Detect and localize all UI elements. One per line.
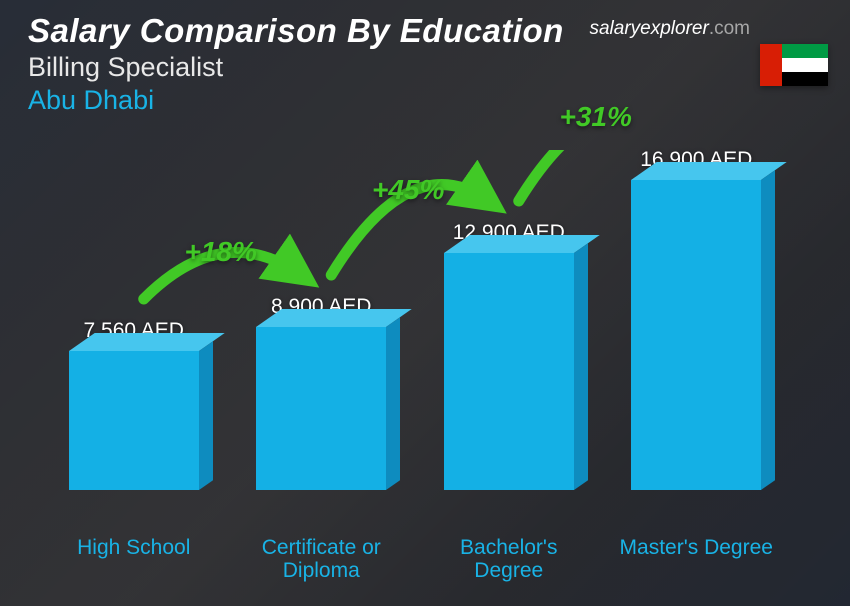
x-axis-label: Master's Degree [617, 536, 775, 582]
brand-logo: salaryexplorer.com [589, 18, 750, 40]
bar-slot: 16,900 AED [617, 148, 775, 490]
chart-title: Salary Comparison By Education [28, 12, 564, 50]
bar-chart: 7,560 AED8,900 AED12,900 AED16,900 AED H… [40, 150, 790, 582]
bar [256, 327, 386, 490]
flag-stripe-green [782, 44, 828, 58]
brand-name: salaryexplorer [589, 18, 708, 39]
x-axis-label: Certificate or Diploma [242, 536, 400, 582]
x-axis-label: High School [55, 536, 213, 582]
header: Salary Comparison By Education Billing S… [28, 12, 564, 116]
bar [631, 180, 761, 490]
increase-pct-label: +45% [372, 174, 444, 206]
bar-slot: 8,900 AED [242, 295, 400, 490]
uae-flag-icon [760, 44, 828, 86]
flag-stripe-black [782, 72, 828, 86]
chart-location: Abu Dhabi [28, 85, 564, 116]
flag-stripe-white [782, 58, 828, 72]
bar [444, 253, 574, 490]
chart-subtitle: Billing Specialist [28, 52, 564, 83]
x-labels: High School Certificate or Diploma Bachelo… [40, 536, 790, 582]
flag-stripe-red [760, 44, 782, 86]
increase-pct-label: +18% [185, 236, 257, 268]
bar [69, 351, 199, 490]
brand-tld: .com [709, 18, 750, 39]
bar-slot: 7,560 AED [55, 319, 213, 490]
bar-slot: 12,900 AED [430, 221, 588, 490]
increase-pct-label: +31% [560, 101, 632, 133]
x-axis-label: Bachelor's Degree [430, 536, 588, 582]
